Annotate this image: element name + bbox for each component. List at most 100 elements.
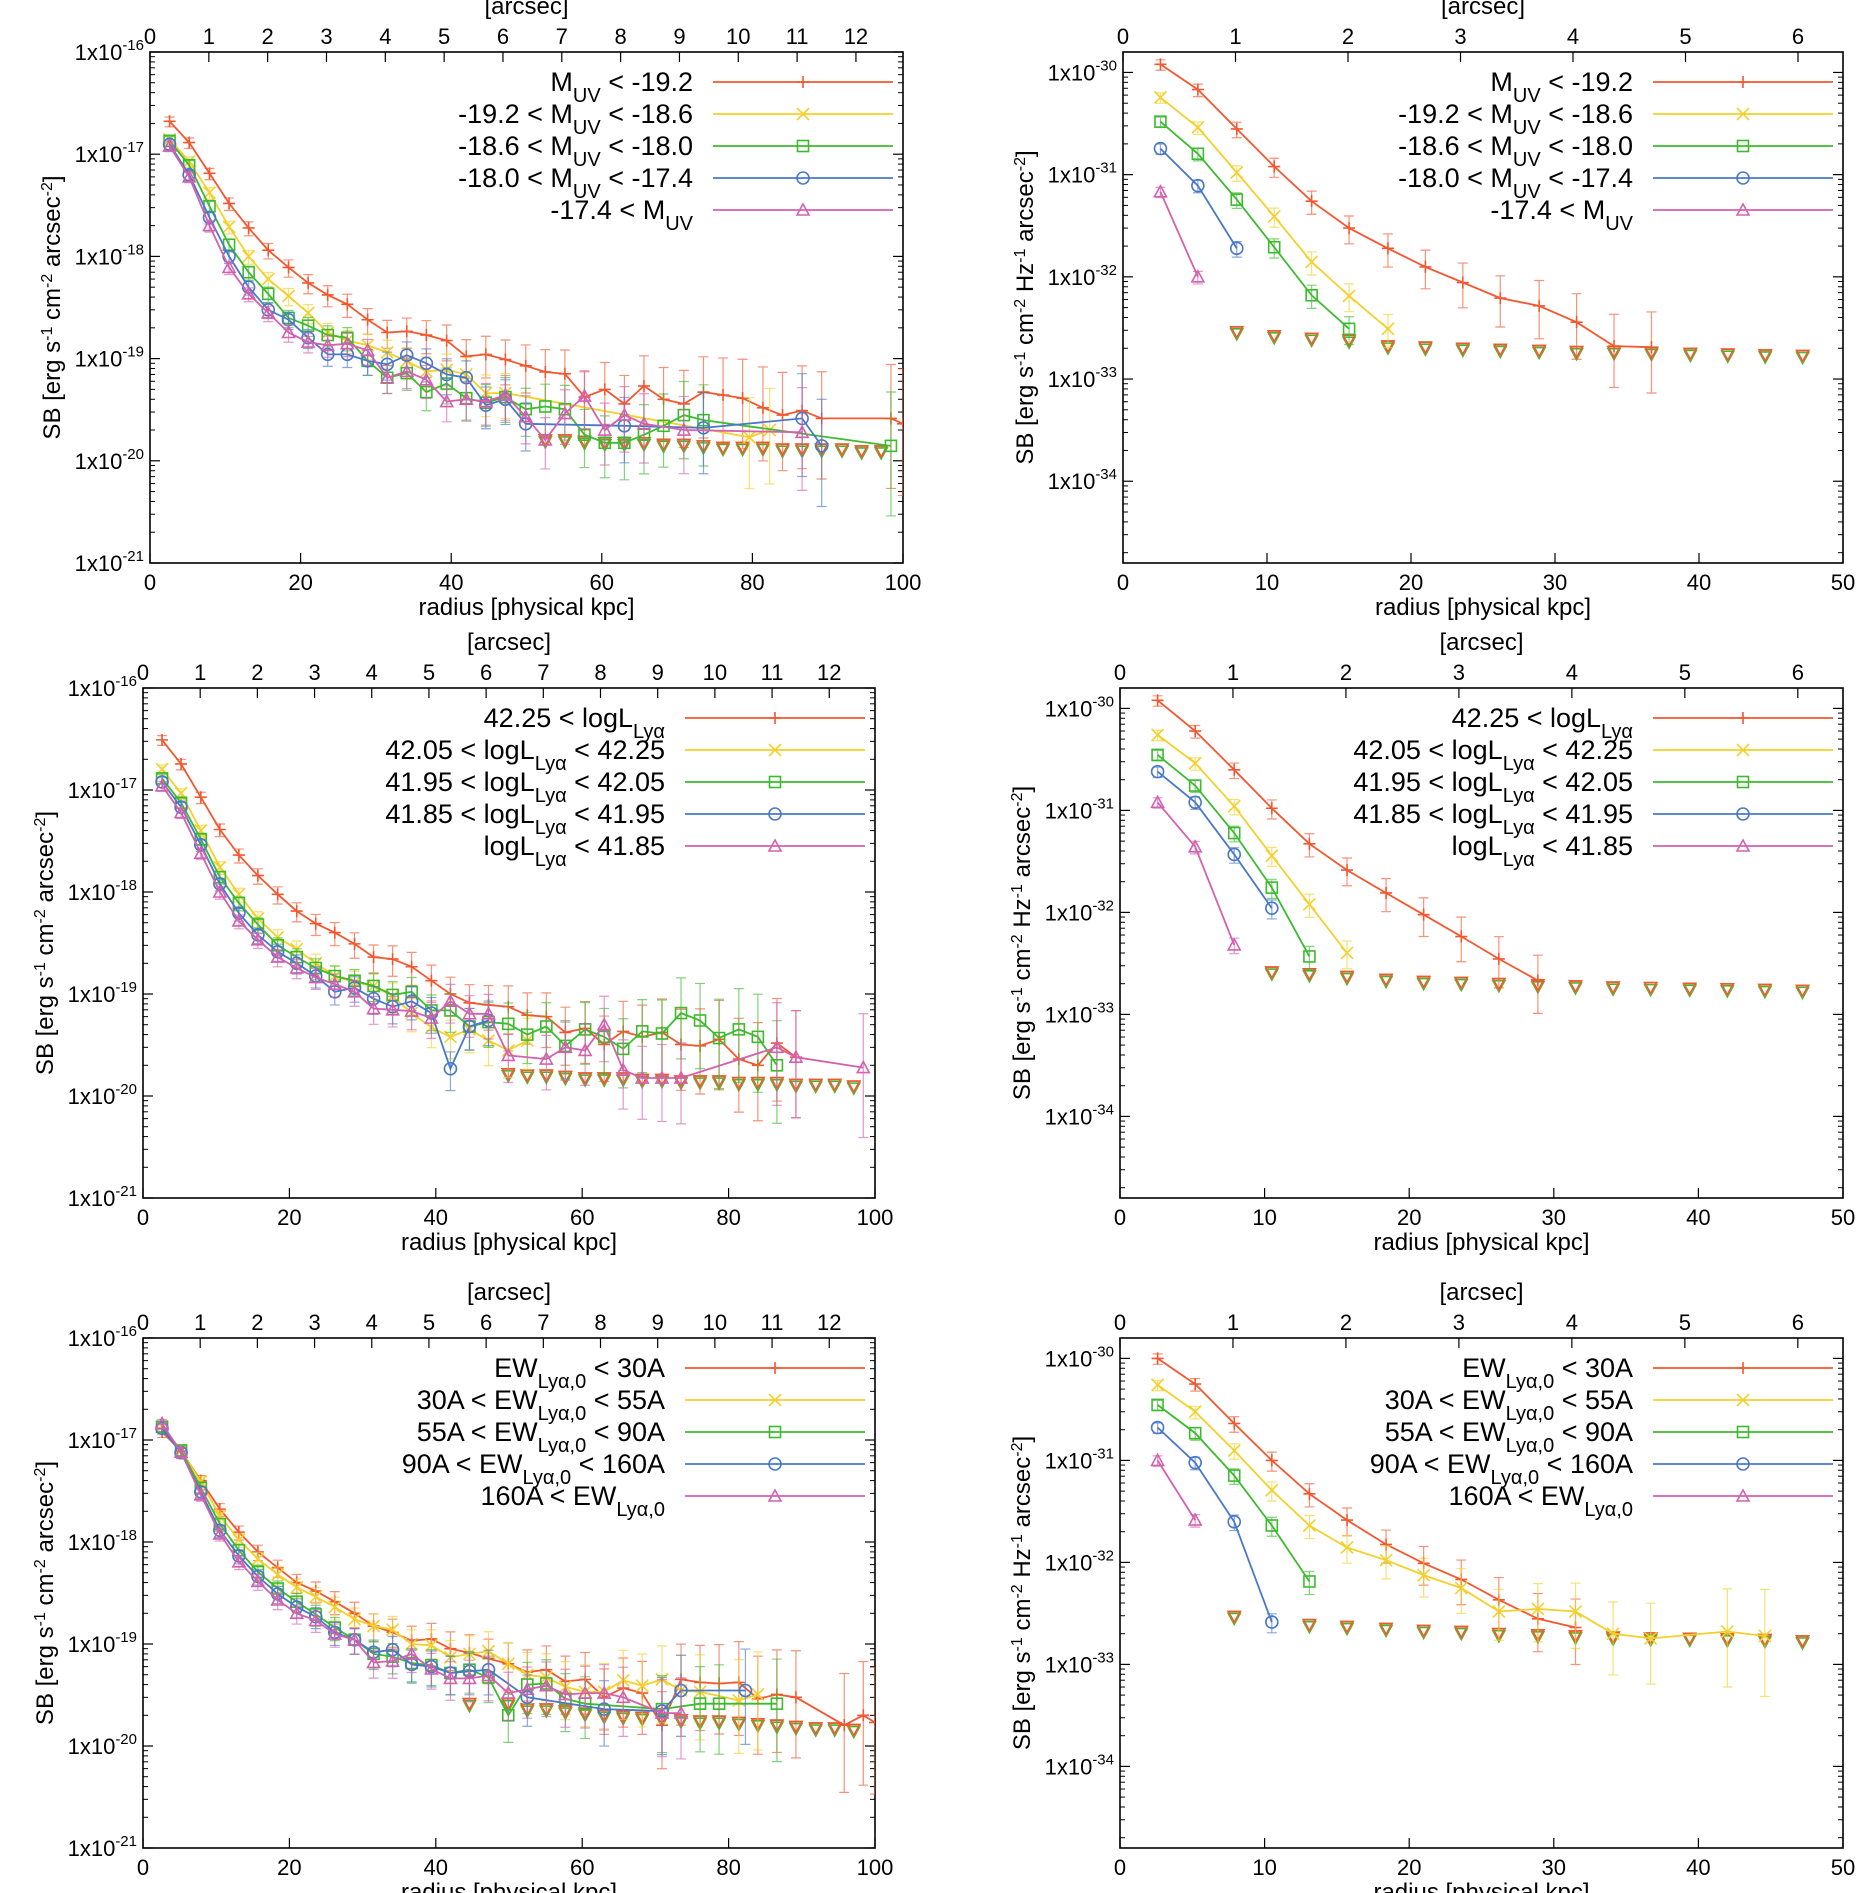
data-point <box>458 391 474 406</box>
data-point <box>1341 1514 1354 1527</box>
data-point <box>814 439 829 453</box>
data-point <box>381 326 394 339</box>
data-point <box>290 1580 304 1594</box>
legend-marker <box>768 1393 782 1407</box>
series-line <box>1157 1404 1311 1583</box>
data-point <box>1720 1624 1734 1639</box>
data-point <box>420 329 433 342</box>
legend-marker <box>769 1362 781 1374</box>
error-bar <box>480 382 491 426</box>
series-2 <box>1151 1398 1316 1596</box>
data-point <box>1227 1443 1241 1458</box>
y-tick-label: 1x10-21 <box>68 1183 137 1211</box>
data-point <box>1151 728 1165 742</box>
data-point <box>440 334 453 347</box>
error-bar <box>421 364 432 400</box>
legend-label: 90A < EWLyα,0 < 160A <box>1370 1449 1633 1489</box>
upper-limit-marker <box>1492 343 1508 358</box>
x2-tick-label: 0 <box>144 24 156 49</box>
upper-limit-marker <box>827 1080 843 1095</box>
error-bar <box>752 993 763 1093</box>
upper-limit-marker <box>1264 968 1280 982</box>
error-bar <box>885 391 896 517</box>
upper-limit-marker <box>1683 347 1698 362</box>
data-point <box>1191 178 1205 193</box>
legend-label: EWLyα,0 < 30A <box>494 1353 665 1393</box>
data-point <box>1492 1604 1506 1619</box>
x2-tick-label: 12 <box>844 24 868 49</box>
y-tick-label: 1x10-17 <box>68 775 137 803</box>
x-tick-label: 30 <box>1542 1205 1566 1230</box>
upper-limit-marker <box>1531 344 1547 359</box>
data-point <box>673 1705 689 1719</box>
error-bar <box>816 398 827 508</box>
series-3 <box>1150 764 1279 920</box>
data-point <box>558 1039 573 1054</box>
upper-limit-marker <box>1795 351 1811 366</box>
legend-label: -17.4 < MUV <box>550 195 693 235</box>
data-point <box>1303 950 1316 963</box>
error-bar <box>1382 313 1393 349</box>
error-bar <box>580 1665 591 1729</box>
data-point <box>404 1003 419 1017</box>
data-point <box>1570 316 1583 329</box>
y-tick-label: 1x10-33 <box>1048 364 1117 392</box>
x2-tick-label: 0 <box>137 660 149 685</box>
x2-tick-label: 1 <box>203 24 215 49</box>
data-point <box>1265 1483 1279 1497</box>
plot-area <box>154 733 871 1139</box>
x2-tick-label: 9 <box>673 24 685 49</box>
data-point <box>635 1679 649 1693</box>
data-point <box>289 960 305 974</box>
data-point <box>290 905 303 918</box>
legend-marker <box>768 1457 782 1471</box>
data-point <box>634 1070 650 1084</box>
upper-limit-marker <box>1531 346 1547 361</box>
data-point <box>597 422 613 436</box>
plot-area <box>1150 694 1810 1014</box>
data-point <box>242 249 256 263</box>
x2-tick-label: 1 <box>1227 1310 1239 1335</box>
plot-area <box>1150 1352 1810 1698</box>
data-point <box>1608 340 1621 353</box>
x2-tick-label: 12 <box>817 660 841 685</box>
error-bar <box>441 385 452 423</box>
error-bar <box>1456 1568 1467 1614</box>
data-point <box>501 1657 515 1671</box>
upper-limit-marker <box>1378 1622 1394 1637</box>
data-point <box>1153 184 1168 198</box>
legend-label: 41.85 < logLLyα < 41.95 <box>1353 799 1633 839</box>
data-point <box>327 1626 343 1640</box>
upper-limit-marker <box>1605 981 1621 995</box>
error-bar <box>541 1034 552 1091</box>
legend-label: -18.6 < MUV < -18.0 <box>1398 131 1633 171</box>
data-point <box>443 1670 458 1685</box>
plot-frame <box>142 1337 876 1849</box>
data-point <box>577 388 592 402</box>
y-tick-label: 1x10-21 <box>75 548 144 576</box>
data-point <box>261 287 275 301</box>
upper-limit-marker <box>1226 1610 1242 1625</box>
data-point <box>1191 83 1204 96</box>
legend: MUV < -19.2-19.2 < MUV < -18.6-18.6 < MU… <box>1398 67 1833 235</box>
data-point <box>251 1552 265 1566</box>
data-point <box>1758 1629 1772 1643</box>
x2-tick-label: 0 <box>1114 1310 1126 1335</box>
error-bar <box>406 1638 417 1674</box>
data-point <box>1191 120 1205 134</box>
data-point <box>598 383 611 396</box>
data-point <box>756 401 769 414</box>
legend-label: 160A < EWLyα,0 <box>481 1481 665 1521</box>
series-4 <box>1150 794 1242 955</box>
data-point <box>1305 288 1318 302</box>
data-point <box>281 289 296 303</box>
upper-limit-marker <box>1568 982 1583 996</box>
x2-axis-title: [arcsec] <box>467 1279 551 1306</box>
legend-marker <box>1736 807 1750 821</box>
error-bar <box>1532 1583 1543 1643</box>
x-tick-label: 20 <box>1397 1855 1421 1880</box>
data-point <box>439 367 454 382</box>
data-point <box>193 1487 209 1501</box>
data-point <box>202 217 217 232</box>
